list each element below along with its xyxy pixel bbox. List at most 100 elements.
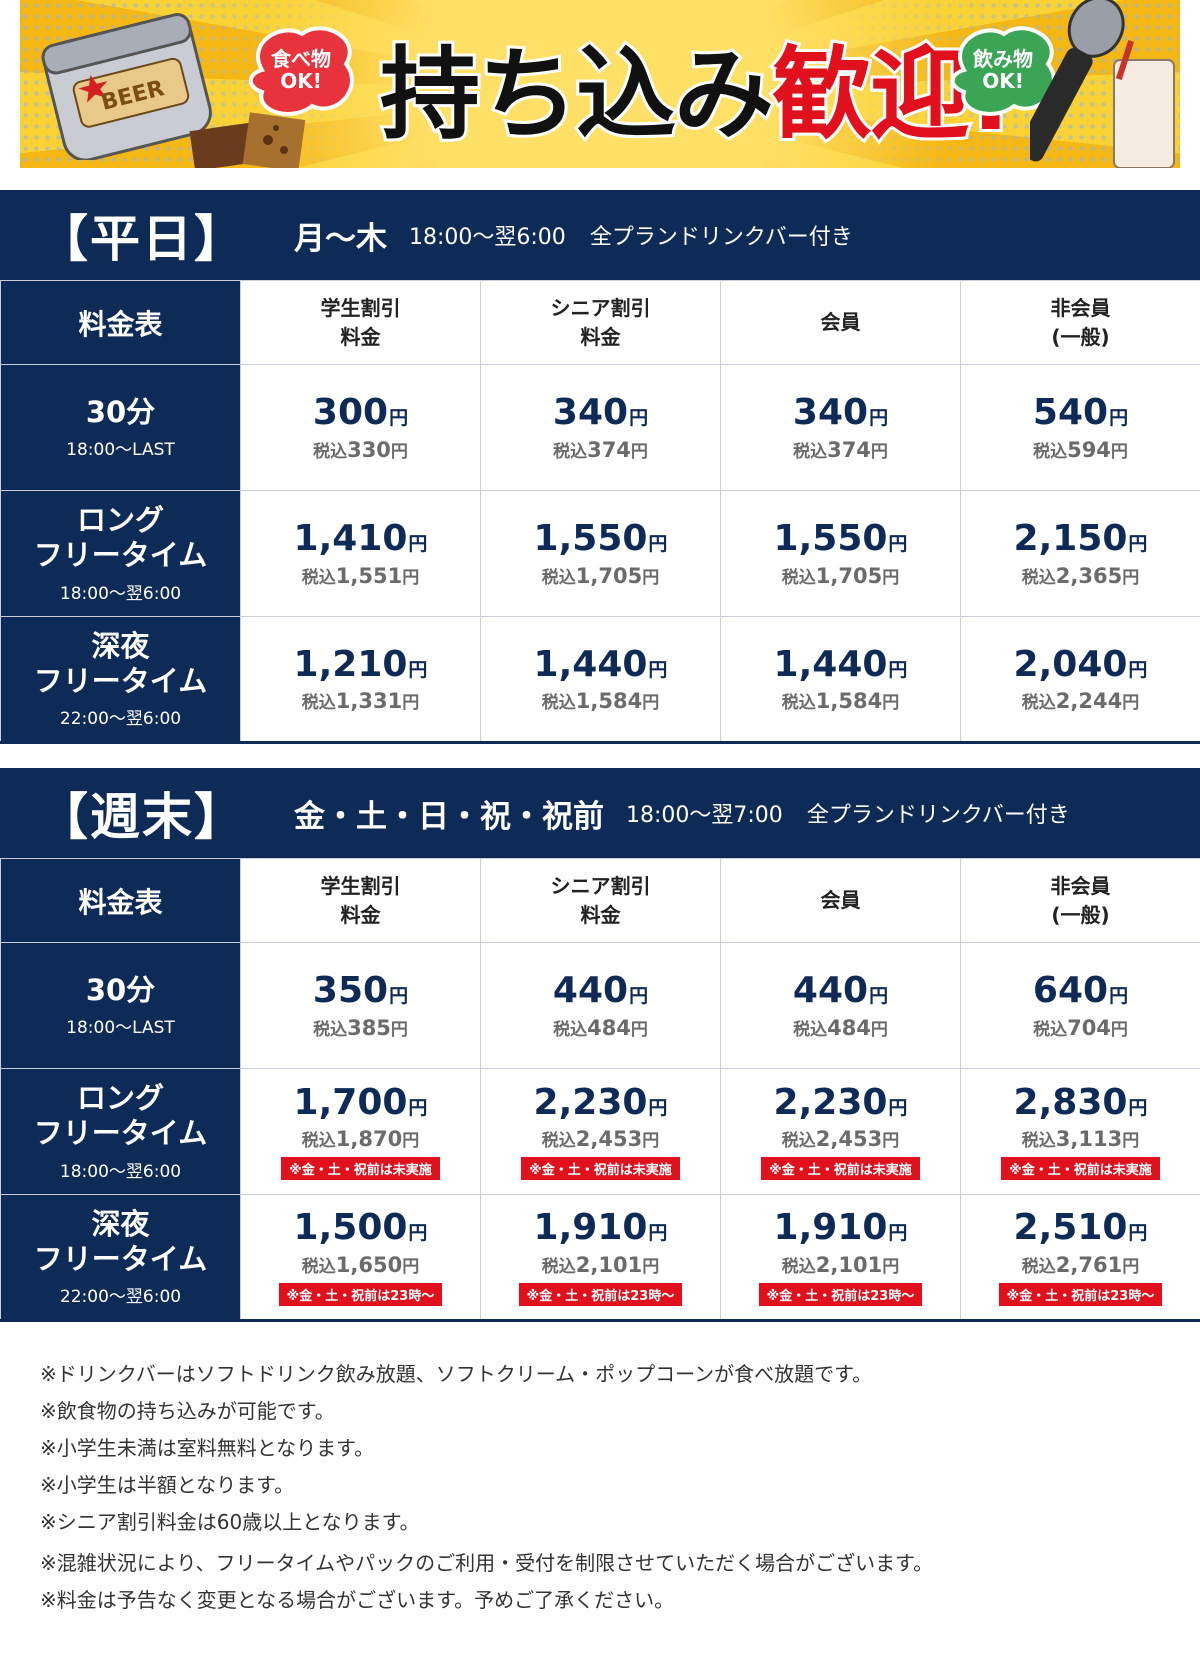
price-cell: 2,230円 税込2,453円 ※金・土・祝前は未実施 [480,1068,721,1195]
plan-time: 18:00～LAST [66,1018,175,1039]
price-tax-included: 税込3,113円 [1021,1127,1140,1152]
plan-name: 30分 [85,972,156,1007]
table-label: 料金表 [0,858,241,943]
price-cell: 2,040円税込2,244円 [960,616,1200,743]
price-value: 340円 [552,392,649,434]
weekend-note: 全プランドリンクバー付き [806,803,1070,828]
plan-name: ロング フリータイム [33,503,208,572]
price-tax-included: 税込385円 [313,1015,408,1040]
price-cell: 640円 税込704円 [960,942,1200,1069]
price-tax-included: 税込1,705円 [541,563,660,588]
food-bubble-line2: OK! [280,69,322,93]
column-header-label: 学生割引 料金 [320,873,401,927]
price-cell: 1,550円税込1,705円 [480,490,721,617]
column-header: 非会員 (一般) [960,858,1200,943]
table-row: 深夜 フリータイム 22:00～翌6:00 1,210円 税込1,331円 1,4… [0,616,1200,743]
price-tax-included: 税込2,761円 [1021,1252,1140,1277]
banner-title: 持ち込み 歓迎! [377,10,1017,160]
table-row: 深夜 フリータイム 22:00～翌6:00 1,500円 税込1,650円 ※金・土… [0,1194,1200,1321]
price-tax-included: 税込374円 [793,437,888,462]
price-cell: 440円税込484円 [720,942,961,1069]
restriction-tag: ※金・土・祝前は23時～ [758,1282,923,1306]
weekend-badge: 【週末】 [38,788,246,846]
price-tax-included: 税込2,101円 [781,1252,900,1277]
plan-name: ロング フリータイム [33,1081,208,1150]
weekend-section: 【週末】 金・土・日・祝・祝前 18:00～翌7:00 全プランドリンクバー付き… [0,768,1200,1322]
weekend-header: 【週末】 金・土・日・祝・祝前 18:00～翌7:00 全プランドリンクバー付き [0,768,1200,858]
price-tax-included: 税込1,705円 [781,563,900,588]
price-value: 1,440円 [533,643,668,685]
price-cell: 2,150円 税込2,365円 [960,490,1200,617]
price-value: 2,040円 [1013,643,1148,685]
column-header-label: シニア割引 料金 [550,295,651,349]
price-cell: 1,440円 税込1,584円 [720,616,961,743]
price-value: 1,550円 [773,518,908,560]
plan-name: 30分 [85,394,156,429]
weekend-price-table: 料金表 学生割引 料金 シニア割引 料金 会員 非会員 (一般) 30分 18:… [0,858,1200,1322]
plan-time: 22:00～翌6:00 [59,1287,182,1308]
food-ok-bubble: 食べ物 OK! [242,22,360,118]
price-cell: 350円税込385円 [240,942,481,1069]
price-cell: 2,510円税込2,761円 ※金・土・祝前は23時～ [960,1194,1200,1321]
price-tax-included: 税込1,584円 [541,689,660,714]
weekend-hours: 18:00～翌7:00 [626,803,783,828]
price-value: 440円 [792,970,889,1012]
column-header: シニア割引 料金 [480,280,721,365]
footnote-item: ※小学生未満は室料無料となります。 [40,1436,375,1460]
column-header-label: 非会員 (一般) [1050,295,1111,349]
plan-header: 深夜 フリータイム 22:00～翌6:00 [0,1194,241,1321]
price-value: 1,500円 [293,1207,428,1249]
price-cell: 1,410円 税込1,551円 [240,490,481,617]
drink-bubble-line2: OK! [982,69,1024,93]
price-value: 2,230円 [773,1081,908,1123]
restriction-tag: ※金・土・祝前は未実施 [761,1157,920,1181]
price-tax-included: 税込2,244円 [1021,689,1140,714]
footnote-item: ※混雑状況により、フリータイムやパックのご利用・受付を制限させていただく場合がご… [40,1551,934,1575]
promo-banner: BEER 食べ物 OK! 持ち込み 歓迎! 飲み物 OK! [20,0,1180,168]
weekday-badge: 【平日】 [38,210,246,268]
price-cell: 1,550円税込1,705円 [720,490,961,617]
price-cell: 1,910円 税込2,101円 ※金・土・祝前は23時～ [720,1194,961,1321]
column-header-label: 非会員 (一般) [1050,873,1111,927]
column-header: シニア割引 料金 [480,858,721,943]
footnotes: ※ドリンクバーはソフトドリンク飲み放題、ソフトクリーム・ポップコーンが食べ放題で… [40,1356,1180,1619]
column-header: 非会員 (一般) [960,280,1200,365]
table-row: ロング フリータイム 18:00～翌6:00 1,700円 税込1,870円 ※金・… [0,1068,1200,1195]
price-cell: 1,210円 税込1,331円 [240,616,481,743]
price-tax-included: 税込2,101円 [541,1252,660,1277]
weekday-header: 【平日】 月～木 18:00～翌6:00 全プランドリンクバー付き [0,190,1200,280]
restriction-tag: ※金・土・祝前は未実施 [1001,1157,1160,1181]
microphone-icon [1030,0,1175,168]
footnote-item: ※ドリンクバーはソフトドリンク飲み放題、ソフトクリーム・ポップコーンが食べ放題で… [40,1362,873,1386]
table-row: 30分 18:00～LAST 300円 税込330円 340円 税込374円 340… [0,364,1200,491]
price-cell: 2,830円 税込3,113円 ※金・土・祝前は未実施 [960,1068,1200,1195]
price-tax-included: 税込2,365円 [1021,563,1140,588]
price-cell: 2,230円 税込2,453円 ※金・土・祝前は未実施 [720,1068,961,1195]
weekday-note: 全プランドリンクバー付き [589,225,853,250]
price-tax-included: 税込374円 [553,437,648,462]
price-value: 2,510円 [1013,1207,1148,1249]
weekend-days: 金・土・日・祝・祝前 [294,798,604,835]
price-tax-included: 税込484円 [553,1015,648,1040]
restriction-tag: ※金・土・祝前は未実施 [281,1157,440,1181]
column-header-label: 会員 [820,888,861,912]
price-tax-included: 税込1,870円 [301,1127,420,1152]
price-cell: 1,700円 税込1,870円 ※金・土・祝前は未実施 [240,1068,481,1195]
column-header: 学生割引 料金 [240,280,481,365]
restriction-tag: ※金・土・祝前は23時～ [998,1282,1163,1306]
plan-header: 30分 18:00～LAST [0,364,241,491]
restriction-tag: ※金・土・祝前は23時～ [518,1282,683,1306]
price-value: 2,230円 [533,1081,668,1123]
price-tax-included: 税込484円 [793,1015,888,1040]
table-label: 料金表 [0,280,241,365]
price-tax-included: 税込704円 [1033,1015,1128,1040]
footnote-item: ※小学生は半額となります。 [40,1473,295,1497]
price-cell: 1,440円税込1,584円 [480,616,721,743]
price-value: 1,550円 [533,518,668,560]
column-header-label: 学生割引 料金 [320,295,401,349]
plan-time: 22:00～翌6:00 [59,709,182,730]
price-value: 350円 [312,970,409,1012]
table-row: 30分 18:00～LAST 350円税込385円 440円税込484円 440… [0,942,1200,1069]
column-header: 会員 [720,280,961,365]
price-tax-included: 税込594円 [1033,437,1128,462]
